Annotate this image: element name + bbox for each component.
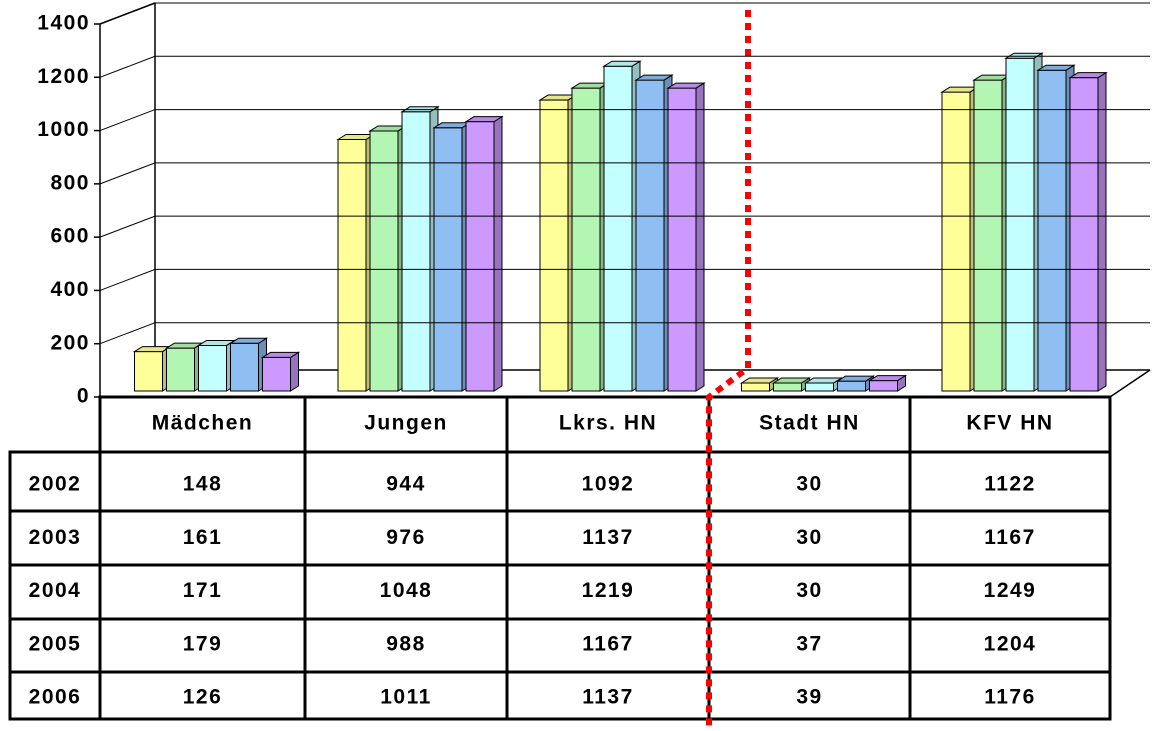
y-tick-label: 400 [50,278,90,301]
cell-value: 1176 [984,686,1036,709]
category-label: Stadt HN [759,412,860,435]
bar-top [228,337,269,344]
bar [667,87,697,392]
bar [941,91,971,392]
bar [973,79,1003,392]
grid-line [99,215,1150,238]
grid-line [99,162,1150,185]
bar-top [602,60,642,67]
y-tick-label: 0 [77,385,90,408]
cell-value: 944 [386,473,426,496]
bar-top [867,375,908,382]
bar [369,130,399,392]
bar [603,65,633,392]
grid-line [99,55,1150,78]
bar [1005,57,1035,392]
cell-value: 1249 [984,579,1037,602]
row-label: 2003 [29,526,82,549]
bar-top [1004,52,1044,59]
cell-value: 1092 [582,473,635,496]
bar-top [260,351,301,358]
bar-top [1036,64,1076,71]
y-tick-label: 1200 [37,65,90,88]
y-tick-label: 200 [50,331,90,354]
cell-value: 1167 [582,632,634,655]
y-tick-label: 600 [50,225,90,248]
bar [773,382,802,392]
divider [706,10,751,731]
cell-value: 1137 [582,686,634,709]
bar-top [803,377,844,384]
bar [837,380,866,392]
grid-line [99,2,1150,25]
cell-value: 171 [183,579,223,602]
bar [401,111,431,392]
cell-value: 39 [796,686,822,709]
bars [132,52,1108,392]
bar-side [493,115,503,392]
bar-top [464,116,504,123]
row-label: 2005 [29,632,82,655]
bar-top [835,375,876,382]
bar-side [1097,71,1107,392]
cell-value: 161 [183,526,223,549]
cell-value: 126 [183,686,223,709]
cell-value: 179 [183,632,223,655]
cell-value: 1048 [380,579,433,602]
bar [741,382,770,392]
y-tick-label: 800 [50,171,90,194]
bar [571,87,601,392]
table-box [8,450,1112,721]
bar [134,351,163,392]
bar [1037,69,1067,392]
cell-value: 30 [796,579,822,602]
cell-value: 1122 [984,473,1036,496]
bar-top [634,74,674,81]
cell-value: 37 [796,632,822,655]
table [8,395,1112,721]
cell-value: 30 [796,526,822,549]
bar [198,344,227,392]
floor-edge [1109,369,1151,398]
bar-side [695,82,705,392]
bar [539,99,569,392]
bar-top [1068,72,1108,79]
bar [635,79,665,392]
y-tick-label: 1400 [37,12,90,35]
bar [166,347,195,392]
bar [337,138,367,392]
bar-side [290,351,299,392]
category-label: Mädchen [152,412,254,435]
category-label: Lkrs. HN [559,412,657,435]
bar-top [666,82,706,89]
category-label: KFV HN [966,412,1053,435]
bar [230,342,259,392]
cell-value: 988 [386,632,426,655]
cell-value: 30 [796,473,822,496]
bar [433,127,463,392]
category-label: Jungen [364,412,448,435]
grid-line [99,322,1150,345]
cell-value: 1011 [380,686,432,709]
row-label: 2004 [29,579,82,602]
cell-value: 148 [183,473,223,496]
bar [805,382,834,392]
cell-value: 1137 [582,526,634,549]
grid-line [99,109,1150,132]
cell-value: 1204 [984,632,1037,655]
cell-value: 1167 [984,526,1036,549]
grid-line [99,268,1150,291]
bar-top [771,377,812,384]
bar [1069,77,1099,392]
cell-value: 976 [386,526,426,549]
cell-value: 1219 [582,579,635,602]
bar [262,356,291,392]
row-label: 2002 [29,473,82,496]
bar [869,380,898,392]
y-tick-label: 1000 [37,118,90,141]
bar [465,121,495,392]
bar-top [739,377,780,384]
row-label: 2006 [29,686,82,709]
